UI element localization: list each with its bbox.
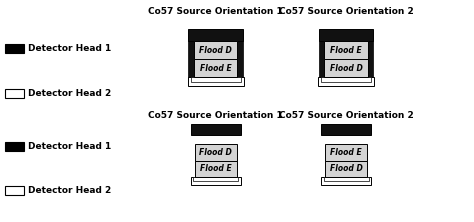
Text: Flood D: Flood D — [199, 46, 232, 55]
Text: Co57 Source Orientation 1: Co57 Source Orientation 1 — [148, 7, 283, 16]
Text: Flood E: Flood E — [200, 64, 231, 73]
Text: Flood D: Flood D — [329, 164, 363, 173]
Text: Flood E: Flood E — [330, 46, 362, 55]
Bar — [324, 59, 368, 77]
Text: Flood E: Flood E — [200, 164, 231, 173]
Bar — [5, 89, 24, 98]
Text: Detector Head 2: Detector Head 2 — [28, 186, 112, 195]
Bar — [191, 177, 241, 185]
Bar — [191, 124, 241, 135]
Bar — [193, 177, 238, 181]
Bar — [323, 177, 368, 181]
Text: Detector Head 2: Detector Head 2 — [28, 89, 112, 98]
Bar — [321, 77, 371, 82]
Bar — [188, 77, 244, 86]
Text: Flood D: Flood D — [199, 148, 232, 157]
Bar — [368, 41, 373, 82]
Bar — [5, 142, 24, 151]
Bar — [318, 77, 374, 86]
Text: Co57 Source Orientation 2: Co57 Source Orientation 2 — [279, 7, 413, 16]
Bar — [189, 29, 243, 41]
Text: Detector Head 1: Detector Head 1 — [28, 142, 112, 151]
Bar — [194, 59, 237, 77]
Bar — [5, 44, 24, 53]
Text: Flood E: Flood E — [330, 148, 362, 157]
Bar — [325, 161, 367, 177]
Bar — [319, 41, 324, 82]
Bar — [194, 41, 237, 59]
Bar — [321, 177, 371, 185]
Text: Detector Head 1: Detector Head 1 — [28, 44, 112, 53]
Text: Co57 Source Orientation 1: Co57 Source Orientation 1 — [148, 111, 283, 120]
Bar — [321, 124, 371, 135]
Bar — [189, 41, 194, 82]
Bar — [5, 186, 24, 195]
Bar — [195, 144, 237, 161]
Bar — [237, 41, 243, 82]
Bar — [325, 144, 367, 161]
Bar — [191, 77, 241, 82]
Bar — [195, 161, 237, 177]
Text: Flood D: Flood D — [329, 64, 363, 73]
Bar — [319, 29, 373, 41]
Text: Co57 Source Orientation 2: Co57 Source Orientation 2 — [279, 111, 413, 120]
Bar — [324, 41, 368, 59]
